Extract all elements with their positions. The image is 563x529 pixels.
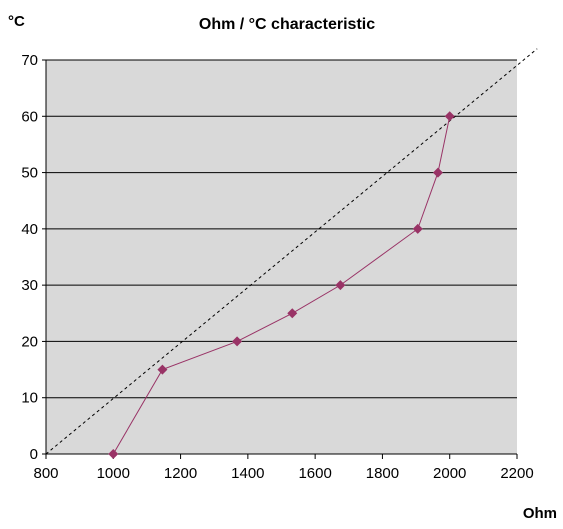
x-axis-title: Ohm xyxy=(523,505,557,522)
data-point-6 xyxy=(432,167,443,178)
data-point-7 xyxy=(444,111,455,122)
y-tick-label-2: 20 xyxy=(21,333,38,350)
x-tick-label-7: 2200 xyxy=(500,465,533,482)
x-tick-label-4: 1600 xyxy=(298,465,331,482)
x-tick-label-6: 2000 xyxy=(433,465,466,482)
data-point-5 xyxy=(412,223,423,234)
data-point-3 xyxy=(287,308,298,319)
data-point-1 xyxy=(157,364,168,375)
series-line-0 xyxy=(112,116,451,455)
y-tick-label-7: 70 xyxy=(21,52,38,69)
x-tick-label-5: 1800 xyxy=(366,465,399,482)
y-axis-title: °C xyxy=(8,13,25,30)
x-tick-label-1: 1000 xyxy=(97,465,130,482)
y-tick-label-3: 30 xyxy=(21,277,38,294)
plot-layer: 0 10 20 30 40 50 60 70 800 1000 1200 1400 1600 1800 20… xyxy=(21,48,538,482)
y-tick-label-4: 40 xyxy=(21,221,38,238)
y-tick-label-6: 60 xyxy=(21,108,38,125)
plot-area xyxy=(46,60,517,454)
y-tick-label-1: 10 xyxy=(21,390,38,407)
data-point-0 xyxy=(108,449,119,459)
x-tick-label-0: 800 xyxy=(33,465,58,482)
reference-line xyxy=(45,48,538,455)
data-point-2 xyxy=(232,336,243,347)
x-tick-label-2: 1200 xyxy=(164,465,197,482)
y-tick-label-5: 50 xyxy=(21,165,38,182)
data-point-4 xyxy=(335,280,346,291)
x-tick-label-3: 1400 xyxy=(231,465,264,482)
chart-title: Ohm / °C characteristic xyxy=(199,16,375,33)
y-tick-label-0: 0 xyxy=(30,446,38,463)
